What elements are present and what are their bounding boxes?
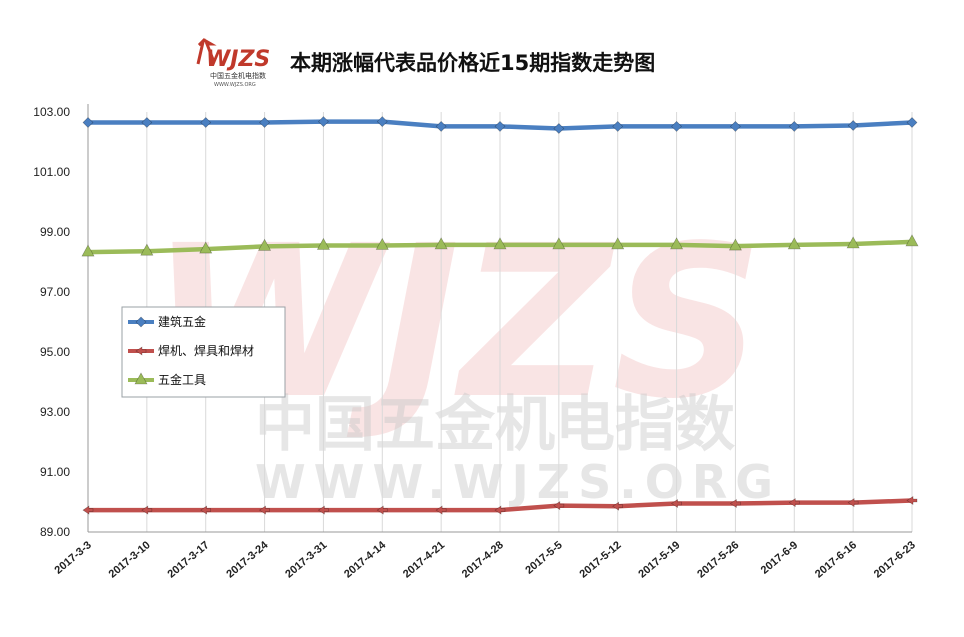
- data-point-arrow: [788, 498, 800, 508]
- data-point-arrow: [553, 501, 565, 511]
- data-point-arrow: [847, 498, 859, 508]
- x-tick-label: 2017-3-3: [52, 539, 93, 577]
- data-point-diamond: [82, 117, 94, 128]
- legend-label: 五金工具: [158, 372, 206, 387]
- legend-label: 建筑五金: [158, 314, 206, 329]
- data-point-triangle: [846, 236, 860, 249]
- x-tick-label: 2017-3-24: [224, 539, 271, 581]
- data-point-arrow: [200, 505, 212, 515]
- x-tick-label: 2017-6-23: [872, 539, 918, 580]
- x-tick-label: 2017-3-31: [283, 539, 329, 580]
- logo-arrow-icon: [196, 38, 217, 65]
- series-3: [81, 234, 919, 257]
- data-point-triangle: [611, 237, 625, 250]
- legend-label: 焊机、焊具和焊材: [158, 343, 254, 358]
- brand-logo: WJZS 中国五金机电指数 WWW.WJZS.ORG: [196, 38, 270, 88]
- data-point-arrow: [729, 498, 741, 509]
- x-tick-label: 2017-4-28: [460, 539, 506, 580]
- x-tick-label: 2017-4-14: [342, 539, 389, 581]
- data-point-diamond: [435, 120, 447, 132]
- y-tick-label: 101.00: [33, 165, 70, 179]
- logo-subtitle: 中国五金机电指数: [210, 71, 266, 80]
- data-point-arrow: [612, 501, 624, 511]
- data-point-diamond: [141, 117, 153, 128]
- data-point-diamond: [730, 120, 741, 132]
- data-point-triangle: [728, 238, 742, 251]
- data-point-arrow: [259, 505, 270, 515]
- data-point-arrow: [141, 505, 153, 515]
- data-point-diamond: [612, 120, 624, 132]
- data-point-diamond: [259, 117, 270, 128]
- data-point-triangle: [316, 237, 330, 250]
- data-point-arrow: [317, 505, 329, 515]
- data-point-triangle: [199, 241, 213, 254]
- x-tick-label: 2017-5-26: [695, 539, 741, 580]
- x-tick-label: 2017-5-5: [523, 539, 564, 577]
- series-layer: [81, 116, 919, 515]
- x-tick-label: 2017-5-19: [636, 539, 682, 580]
- header: WJZS 中国五金机电指数 WWW.WJZS.ORG 本期涨幅代表品价格近15期…: [196, 38, 655, 88]
- y-tick-label: 95.00: [40, 345, 70, 359]
- data-point-triangle: [81, 244, 95, 257]
- data-point-triangle: [258, 238, 272, 251]
- data-point-arrow: [82, 505, 94, 515]
- data-point-diamond: [847, 120, 859, 131]
- data-point-diamond: [553, 123, 565, 134]
- x-tick-label: 2017-6-16: [813, 539, 859, 580]
- logo-text: WJZS: [206, 47, 270, 72]
- chart-title: 本期涨幅代表品价格近15期指数走势图: [290, 51, 655, 75]
- data-point-diamond: [135, 316, 147, 328]
- y-tick-label: 103.00: [33, 105, 70, 119]
- data-point-arrow: [906, 495, 918, 506]
- y-tick-label: 97.00: [40, 285, 70, 299]
- series-2: [82, 495, 918, 515]
- data-point-diamond: [671, 120, 682, 132]
- data-point-diamond: [376, 116, 388, 128]
- data-point-triangle: [134, 372, 148, 385]
- data-point-arrow: [135, 346, 147, 356]
- x-tick-label: 2017-4-21: [401, 539, 447, 580]
- data-point-diamond: [906, 117, 918, 128]
- data-point-triangle: [905, 234, 919, 247]
- x-tick-label: 2017-3-17: [166, 539, 212, 580]
- data-point-arrow: [671, 498, 682, 509]
- data-point-arrow: [435, 505, 447, 515]
- logo-url: WWW.WJZS.ORG: [214, 82, 256, 88]
- data-point-arrow: [376, 505, 388, 515]
- data-point-triangle: [493, 237, 507, 250]
- x-tick-label: 2017-5-12: [578, 539, 624, 580]
- axes: [87, 104, 912, 533]
- x-axis-ticks: 2017-3-3 2017-3-10 2017-3-17 2017-3-24 2017-…: [52, 539, 917, 581]
- series-1: [82, 116, 918, 134]
- data-point-triangle: [552, 237, 566, 250]
- watermark-url-text: WWW.WJZS.ORG: [255, 455, 781, 509]
- y-tick-label: 91.00: [40, 465, 70, 479]
- data-point-arrow: [494, 505, 506, 515]
- data-point-diamond: [788, 120, 800, 132]
- y-tick-label: 99.00: [40, 225, 70, 239]
- y-tick-label: 93.00: [40, 405, 70, 419]
- data-point-diamond: [200, 117, 212, 128]
- x-tick-label: 2017-3-10: [107, 539, 153, 580]
- y-tick-label: 89.00: [40, 525, 70, 539]
- watermark-main-text: 中国五金机电指数: [255, 390, 735, 460]
- y-axis-ticks: 89.00 91.00 93.00 95.00 97.00 99.00 101.00 103.…: [33, 105, 70, 539]
- x-tick-label: 2017-6-9: [759, 539, 800, 577]
- data-point-triangle: [787, 237, 801, 250]
- data-point-triangle: [140, 243, 154, 256]
- data-point-triangle: [375, 237, 389, 250]
- data-point-diamond: [318, 116, 329, 128]
- data-point-diamond: [494, 120, 506, 132]
- data-point-triangle: [670, 237, 684, 250]
- data-point-triangle: [434, 237, 448, 250]
